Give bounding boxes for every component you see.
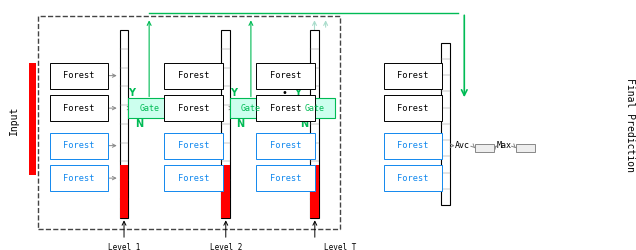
- Text: Forest: Forest: [397, 141, 429, 150]
- FancyBboxPatch shape: [230, 98, 272, 118]
- Text: Level T: Level T: [324, 242, 356, 250]
- FancyBboxPatch shape: [164, 95, 223, 121]
- FancyBboxPatch shape: [50, 62, 108, 89]
- FancyBboxPatch shape: [294, 98, 335, 118]
- FancyBboxPatch shape: [256, 95, 315, 121]
- Text: Y: Y: [230, 88, 237, 98]
- Text: N: N: [237, 120, 245, 130]
- Text: Forest: Forest: [177, 71, 209, 80]
- Text: •
•
•: • • •: [281, 88, 287, 118]
- Text: Forest: Forest: [63, 104, 95, 112]
- FancyBboxPatch shape: [384, 165, 442, 191]
- Text: Final Prediction: Final Prediction: [625, 78, 635, 172]
- FancyBboxPatch shape: [256, 132, 315, 159]
- Text: Avc: Avc: [455, 141, 470, 150]
- FancyBboxPatch shape: [164, 132, 223, 159]
- Bar: [221, 30, 230, 218]
- Bar: [475, 144, 494, 152]
- Text: Forest: Forest: [397, 174, 429, 182]
- Text: Level 2: Level 2: [210, 242, 242, 250]
- Text: Forest: Forest: [63, 141, 95, 150]
- FancyBboxPatch shape: [164, 165, 223, 191]
- Bar: [516, 144, 535, 152]
- FancyBboxPatch shape: [256, 62, 315, 89]
- FancyBboxPatch shape: [164, 62, 223, 89]
- Text: Forest: Forest: [397, 71, 429, 80]
- Bar: [120, 30, 128, 218]
- Bar: [310, 30, 319, 218]
- Text: Max: Max: [497, 141, 512, 150]
- Text: Forest: Forest: [177, 141, 209, 150]
- Bar: [221, 165, 230, 218]
- Text: Y: Y: [128, 88, 135, 98]
- Text: Forest: Forest: [177, 174, 209, 182]
- FancyBboxPatch shape: [128, 98, 170, 118]
- FancyBboxPatch shape: [50, 95, 108, 121]
- FancyBboxPatch shape: [384, 62, 442, 89]
- Text: Gate: Gate: [305, 104, 324, 112]
- FancyBboxPatch shape: [384, 95, 442, 121]
- FancyBboxPatch shape: [256, 165, 315, 191]
- Text: Level 1: Level 1: [108, 242, 140, 250]
- FancyBboxPatch shape: [50, 165, 108, 191]
- Text: N: N: [135, 120, 143, 130]
- Text: Forest: Forest: [270, 141, 301, 150]
- Text: Forest: Forest: [270, 104, 301, 112]
- FancyBboxPatch shape: [384, 132, 442, 159]
- Text: Forest: Forest: [63, 71, 95, 80]
- Text: Input: Input: [9, 105, 19, 135]
- Text: N: N: [300, 120, 308, 130]
- Text: Gate: Gate: [241, 104, 261, 112]
- Text: Gate: Gate: [139, 104, 159, 112]
- Bar: [29, 62, 36, 175]
- Bar: [120, 165, 128, 218]
- Text: Forest: Forest: [397, 104, 429, 112]
- Text: Forest: Forest: [177, 104, 209, 112]
- Text: Y: Y: [294, 88, 301, 98]
- Bar: [441, 42, 450, 205]
- Text: Forest: Forest: [270, 71, 301, 80]
- Text: Forest: Forest: [270, 174, 301, 182]
- FancyBboxPatch shape: [50, 132, 108, 159]
- Bar: [310, 165, 319, 218]
- Text: Forest: Forest: [63, 174, 95, 182]
